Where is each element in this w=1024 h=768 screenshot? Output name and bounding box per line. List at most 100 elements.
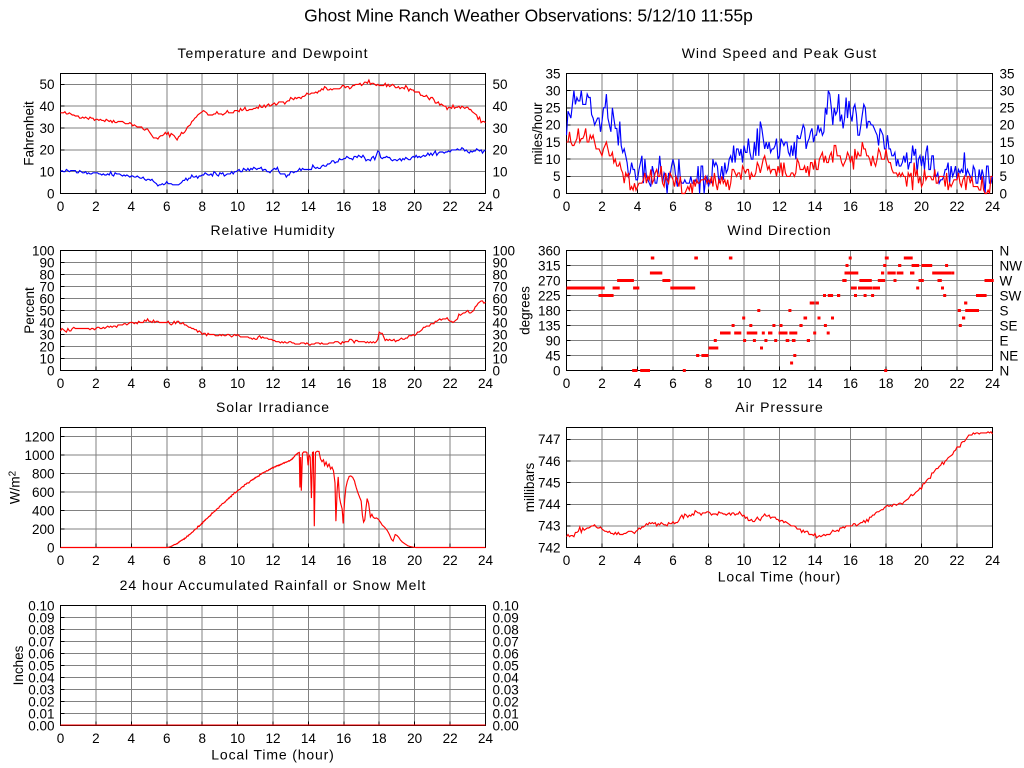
svg-text:180: 180 (538, 303, 561, 318)
svg-text:8: 8 (198, 376, 206, 391)
svg-text:4: 4 (128, 376, 136, 391)
svg-text:2: 2 (598, 199, 606, 214)
svg-text:8: 8 (705, 376, 713, 391)
svg-text:W/m2: W/m2 (8, 470, 23, 504)
svg-text:16: 16 (843, 376, 858, 391)
svg-text:Wind Direction: Wind Direction (727, 222, 831, 238)
svg-text:90: 90 (493, 255, 508, 270)
svg-text:Inches: Inches (11, 645, 26, 685)
svg-text:Local Time (hour): Local Time (hour) (718, 569, 841, 585)
svg-text:40: 40 (39, 315, 54, 330)
svg-text:20: 20 (914, 376, 929, 391)
svg-text:0.02: 0.02 (493, 694, 519, 709)
svg-text:22: 22 (443, 731, 458, 746)
svg-text:10: 10 (230, 376, 245, 391)
svg-text:1000: 1000 (24, 448, 54, 463)
svg-text:18: 18 (878, 199, 893, 214)
svg-text:25: 25 (1000, 101, 1015, 116)
svg-text:16: 16 (843, 199, 858, 214)
svg-text:744: 744 (538, 497, 561, 512)
svg-text:2: 2 (92, 199, 100, 214)
svg-text:Local Time (hour): Local Time (hour) (211, 747, 334, 763)
svg-text:22: 22 (949, 199, 964, 214)
svg-text:0.09: 0.09 (493, 610, 519, 625)
svg-text:30: 30 (493, 121, 508, 136)
svg-text:0.05: 0.05 (28, 658, 54, 673)
svg-text:24: 24 (985, 376, 1001, 391)
svg-text:10: 10 (736, 199, 751, 214)
svg-text:20: 20 (39, 339, 54, 354)
svg-text:18: 18 (372, 376, 387, 391)
svg-text:24 hour Accumulated Rainfall o: 24 hour Accumulated Rainfall or Snow Mel… (120, 577, 427, 593)
svg-text:0.02: 0.02 (28, 694, 54, 709)
svg-text:0.10: 0.10 (28, 598, 54, 613)
svg-text:10: 10 (230, 731, 245, 746)
svg-text:8: 8 (198, 553, 206, 568)
svg-text:NW: NW (1000, 258, 1023, 273)
svg-text:315: 315 (538, 258, 561, 273)
svg-text:10: 10 (1000, 152, 1015, 167)
svg-text:200: 200 (32, 522, 55, 537)
svg-text:0: 0 (553, 363, 561, 378)
svg-text:12: 12 (265, 731, 280, 746)
svg-text:22: 22 (949, 376, 964, 391)
svg-text:20: 20 (914, 199, 929, 214)
svg-text:20: 20 (407, 553, 422, 568)
svg-text:0.00: 0.00 (28, 718, 54, 733)
svg-text:18: 18 (372, 731, 387, 746)
svg-text:8: 8 (705, 199, 713, 214)
svg-text:743: 743 (538, 519, 561, 534)
svg-text:30: 30 (545, 83, 560, 98)
svg-text:15: 15 (1000, 135, 1015, 150)
svg-text:745: 745 (538, 475, 561, 490)
svg-text:18: 18 (372, 553, 387, 568)
svg-text:0: 0 (57, 199, 65, 214)
svg-text:Ghost Mine Ranch Weather Obser: Ghost Mine Ranch Weather Observations: 5… (304, 6, 753, 26)
svg-text:2: 2 (598, 376, 606, 391)
svg-text:S: S (1000, 303, 1009, 318)
svg-text:0: 0 (553, 186, 561, 201)
svg-text:747: 747 (538, 432, 561, 447)
svg-text:18: 18 (878, 553, 893, 568)
svg-text:45: 45 (545, 348, 560, 363)
svg-text:0.07: 0.07 (28, 634, 54, 649)
svg-text:Solar Irradiance: Solar Irradiance (216, 399, 330, 415)
svg-text:0.08: 0.08 (28, 622, 54, 637)
svg-text:0.04: 0.04 (493, 670, 520, 685)
svg-text:0: 0 (493, 186, 501, 201)
svg-text:2: 2 (598, 553, 606, 568)
svg-text:0: 0 (57, 553, 65, 568)
svg-text:0.03: 0.03 (28, 682, 54, 697)
svg-text:0.06: 0.06 (28, 646, 54, 661)
svg-text:0.03: 0.03 (493, 682, 519, 697)
svg-text:746: 746 (538, 454, 561, 469)
svg-text:742: 742 (538, 540, 561, 555)
svg-text:20: 20 (39, 143, 54, 158)
svg-text:10: 10 (230, 199, 245, 214)
svg-text:10: 10 (736, 553, 751, 568)
svg-text:270: 270 (538, 273, 561, 288)
svg-text:0.06: 0.06 (493, 646, 519, 661)
svg-text:8: 8 (198, 199, 206, 214)
svg-text:50: 50 (39, 77, 54, 92)
svg-text:360: 360 (538, 243, 561, 258)
svg-text:E: E (1000, 333, 1009, 348)
svg-text:10: 10 (39, 165, 54, 180)
svg-text:20: 20 (407, 376, 422, 391)
svg-text:6: 6 (669, 553, 677, 568)
svg-text:50: 50 (39, 303, 54, 318)
svg-text:6: 6 (163, 199, 171, 214)
svg-text:N: N (1000, 363, 1010, 378)
svg-text:18: 18 (372, 199, 387, 214)
svg-text:40: 40 (493, 315, 508, 330)
svg-text:400: 400 (32, 503, 55, 518)
svg-text:24: 24 (985, 199, 1001, 214)
svg-text:80: 80 (493, 267, 508, 282)
svg-text:0.09: 0.09 (28, 610, 54, 625)
svg-text:14: 14 (807, 376, 823, 391)
svg-text:12: 12 (772, 199, 787, 214)
svg-text:14: 14 (301, 731, 317, 746)
svg-text:40: 40 (39, 99, 54, 114)
svg-text:50: 50 (493, 303, 508, 318)
svg-text:50: 50 (493, 77, 508, 92)
